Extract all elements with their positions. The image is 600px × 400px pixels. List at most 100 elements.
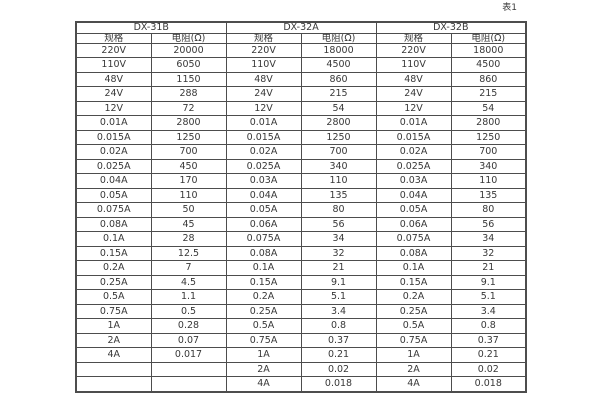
table-cell: 80 bbox=[300, 202, 377, 218]
table-caption: 表1 bbox=[502, 3, 517, 13]
table-cell: 700 bbox=[300, 144, 377, 160]
table-row: 1A 0.28 0.5A 0.8 0.5A 0.8 bbox=[75, 318, 527, 334]
table-cell: 12.5 bbox=[150, 245, 227, 262]
table-cell: 220V bbox=[75, 42, 152, 59]
table-cell: 0.25A bbox=[225, 303, 302, 320]
table-row: 0.75A 0.5 0.25A 3.4 0.25A 3.4 bbox=[75, 303, 527, 320]
table-cell: 220V bbox=[375, 42, 452, 59]
table-cell: 2800 bbox=[300, 115, 377, 131]
table-cell: 56 bbox=[450, 216, 527, 233]
table-cell: 5.1 bbox=[450, 289, 527, 305]
table-cell: 0.04A bbox=[225, 187, 302, 204]
table-cell: 0.025A bbox=[375, 158, 452, 175]
table-cell: 215 bbox=[450, 86, 527, 102]
table-cell: 32 bbox=[450, 245, 527, 262]
table-row: 0.01A 2800 0.01A 2800 0.01A 2800 bbox=[75, 115, 527, 131]
table-row: 0.075A 50 0.05A 80 0.05A 80 bbox=[75, 202, 527, 218]
table-cell: 24V bbox=[75, 86, 152, 102]
table-row: 0.5A 1.1 0.2A 5.1 0.2A 5.1 bbox=[75, 289, 527, 305]
resistance-spec-table: DX-31B DX-32A DX-32B 规格 电阻(Ω) 规格 电阻(Ω) 规… bbox=[75, 21, 528, 393]
table-cell: 4A bbox=[375, 376, 452, 393]
column-header-spec: 规格 bbox=[75, 32, 152, 44]
table-cell: 135 bbox=[300, 187, 377, 204]
table-cell: 0.8 bbox=[450, 318, 527, 334]
table-cell: 0.15A bbox=[375, 274, 452, 291]
table-cell: 0.08A bbox=[375, 245, 452, 262]
table-cell: 110V bbox=[225, 57, 302, 73]
table-cell: 0.05A bbox=[375, 202, 452, 218]
table-cell: 0.2A bbox=[75, 260, 152, 276]
table-cell: 18000 bbox=[300, 42, 377, 59]
table-cell: 1250 bbox=[450, 129, 527, 146]
table-cell: 220V bbox=[225, 42, 302, 59]
table-cell: 0.015A bbox=[375, 129, 452, 146]
table-row: 0.1A 28 0.075A 34 0.075A 34 bbox=[75, 231, 527, 247]
table-cell: 9.1 bbox=[300, 274, 377, 291]
table-cell: 1.1 bbox=[150, 289, 227, 305]
table-cell: 0.5A bbox=[225, 318, 302, 334]
table-cell: 20000 bbox=[150, 42, 227, 59]
table-cell: 288 bbox=[150, 86, 227, 102]
table-row: 220V 20000 220V 18000 220V 18000 bbox=[75, 42, 527, 59]
table-cell: 56 bbox=[300, 216, 377, 233]
column-header-row: 规格 电阻(Ω) 规格 电阻(Ω) 规格 电阻(Ω) bbox=[75, 32, 527, 44]
table-cell: 110 bbox=[300, 173, 377, 189]
table-row: 4A 0.017 1A 0.21 1A 0.21 bbox=[75, 347, 527, 363]
table-cell: 24V bbox=[375, 86, 452, 102]
table-row: 12V 72 12V 54 12V 54 bbox=[75, 100, 527, 117]
section-header-dx-31b: DX-31B bbox=[75, 21, 227, 34]
table-cell: 0.37 bbox=[300, 332, 377, 349]
table-cell: 4.5 bbox=[150, 274, 227, 291]
table-row: 24V 288 24V 215 24V 215 bbox=[75, 86, 527, 102]
table-cell: 0.015A bbox=[75, 129, 152, 146]
table-cell: 0.01A bbox=[75, 115, 152, 131]
table-cell: 12V bbox=[375, 100, 452, 117]
table-cell: 0.5A bbox=[375, 318, 452, 334]
table-cell: 4A bbox=[225, 376, 302, 393]
table-cell: 0.75A bbox=[375, 332, 452, 349]
table-cell: 0.08A bbox=[75, 216, 152, 233]
table-cell: 450 bbox=[150, 158, 227, 175]
table-cell: 0.025A bbox=[75, 158, 152, 175]
table-cell bbox=[75, 376, 152, 393]
table-cell: 0.075A bbox=[225, 231, 302, 247]
table-cell: 0.05A bbox=[225, 202, 302, 218]
table-cell: 110 bbox=[150, 187, 227, 204]
table-cell: 54 bbox=[300, 100, 377, 117]
table-cell: 340 bbox=[300, 158, 377, 175]
table-cell: 4500 bbox=[300, 57, 377, 73]
table-cell: 1250 bbox=[300, 129, 377, 146]
table-cell: 9.1 bbox=[450, 274, 527, 291]
table-row: 0.2A 7 0.1A 21 0.1A 21 bbox=[75, 260, 527, 276]
table-row: 0.05A 110 0.04A 135 0.04A 135 bbox=[75, 187, 527, 204]
table-cell: 2800 bbox=[150, 115, 227, 131]
table-cell: 860 bbox=[300, 71, 377, 88]
table-cell: 0.1A bbox=[375, 260, 452, 276]
table-cell: 0.75A bbox=[225, 332, 302, 349]
table-cell: 1250 bbox=[150, 129, 227, 146]
section-header-row: DX-31B DX-32A DX-32B bbox=[75, 21, 527, 34]
table-cell: 28 bbox=[150, 231, 227, 247]
table-cell: 0.02A bbox=[225, 144, 302, 160]
table-cell: 0.03A bbox=[375, 173, 452, 189]
table-row: 0.08A 45 0.06A 56 0.06A 56 bbox=[75, 216, 527, 233]
table-cell: 1A bbox=[375, 347, 452, 363]
table-cell: 0.21 bbox=[450, 347, 527, 363]
table-cell: 0.02A bbox=[75, 144, 152, 160]
table-cell: 170 bbox=[150, 173, 227, 189]
table-cell: 0.017 bbox=[150, 347, 227, 363]
table-cell: 0.25A bbox=[375, 303, 452, 320]
table-cell: 0.25A bbox=[75, 274, 152, 291]
column-header-resistance: 电阻(Ω) bbox=[150, 32, 227, 44]
table-cell: 0.8 bbox=[300, 318, 377, 334]
table-cell: 340 bbox=[450, 158, 527, 175]
table-cell bbox=[150, 376, 227, 393]
table-cell: 0.03A bbox=[225, 173, 302, 189]
column-header-resistance: 电阻(Ω) bbox=[450, 32, 527, 44]
table-row: 0.015A 1250 0.015A 1250 0.015A 1250 bbox=[75, 129, 527, 146]
table-row: 48V 1150 48V 860 48V 860 bbox=[75, 71, 527, 88]
table-cell: 215 bbox=[300, 86, 377, 102]
table-cell: 110V bbox=[75, 57, 152, 73]
table-row: 4A 0.018 4A 0.018 bbox=[75, 376, 527, 393]
